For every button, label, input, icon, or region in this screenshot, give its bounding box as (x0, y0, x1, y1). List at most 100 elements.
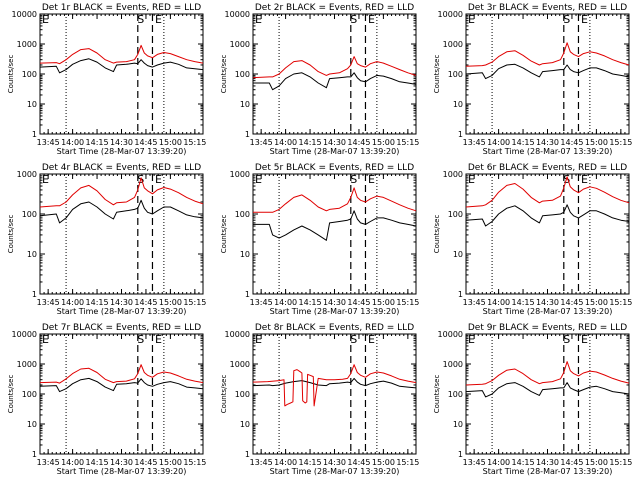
y-tick-label: 1 (32, 130, 37, 139)
y-tick-label: 1000 (443, 40, 463, 49)
y-tick-label: 100 (235, 390, 250, 399)
corner-marker: E (42, 333, 49, 346)
y-tick-label: 1 (32, 290, 37, 299)
panel-det-6: Det 6r BLACK = Events, RED = LLD 1 10 100 10… (433, 163, 632, 316)
x-axis-label: Start Time (28-Mar-07 13:39:20) (57, 307, 187, 316)
series-line-lld (253, 187, 417, 213)
series-line-events (465, 382, 630, 398)
y-tick-label: 1000 (17, 360, 37, 369)
x-tick-label: 14:15 (86, 298, 109, 307)
y-tick-label: 1000 (230, 40, 250, 49)
x-tick-label: 14:45 (560, 458, 583, 467)
x-tick-label: 15:15 (609, 458, 632, 467)
y-tick-label: 100 (22, 70, 37, 79)
y-tick-label: 1000 (443, 360, 463, 369)
x-tick-label: 14:45 (347, 298, 370, 307)
x-tick-label: 13:45 (37, 298, 60, 307)
y-tick-label: 100 (448, 210, 463, 219)
x-tick-label: 15:00 (159, 138, 182, 147)
x-axis-label: Start Time (28-Mar-07 13:39:20) (57, 147, 187, 156)
y-tick-label: 10000 (438, 330, 463, 339)
series-line-lld (252, 56, 417, 79)
y-tick-label: 1 (458, 450, 463, 459)
series-line-events (465, 63, 630, 80)
corner-marker: E (255, 13, 262, 26)
x-tick-label: 14:00 (274, 458, 297, 467)
x-tick-label: 14:15 (299, 458, 322, 467)
interval-label-e: E (155, 173, 162, 186)
panel-title: Det 2r BLACK = Events, RED = LLD (255, 3, 414, 13)
x-tick-label: 15:15 (183, 138, 206, 147)
panel-det-2: Det 2r BLACK = Events, RED = LLD 1 10 100 10… (220, 3, 419, 156)
x-axis-label: Start Time (28-Mar-07 13:39:20) (270, 467, 400, 476)
interval-label-s: S (350, 333, 357, 346)
x-tick-label: 14:00 (61, 138, 84, 147)
panel-det-4: Det 4r BLACK = Events, RED = LLD 1 10 100 10… (7, 163, 206, 316)
series-line-lld (39, 364, 204, 384)
y-axis-label: Counts/sec (220, 215, 228, 254)
x-tick-label: 14:30 (536, 138, 559, 147)
series-line-lld (252, 364, 417, 407)
interval-label-e: E (581, 13, 588, 26)
x-tick-label: 14:00 (61, 298, 84, 307)
x-tick-label: 14:00 (61, 458, 84, 467)
interval-label-e: E (581, 173, 588, 186)
panel-title: Det 1r BLACK = Events, RED = LLD (42, 3, 201, 13)
y-axis-label: Counts/sec (433, 375, 441, 414)
y-tick-label: 10 (27, 420, 37, 429)
x-axis-label: Start Time (28-Mar-07 13:39:20) (270, 147, 400, 156)
x-tick-label: 14:30 (323, 298, 346, 307)
x-tick-label: 15:00 (159, 298, 182, 307)
x-tick-label: 14:00 (487, 138, 510, 147)
corner-marker: E (468, 173, 475, 186)
x-tick-label: 14:30 (323, 458, 346, 467)
x-tick-label: 15:00 (585, 298, 608, 307)
x-tick-label: 14:15 (299, 138, 322, 147)
x-tick-label: 14:30 (110, 458, 133, 467)
x-tick-label: 15:00 (372, 298, 395, 307)
y-tick-label: 100 (448, 70, 463, 79)
series-line-events (465, 204, 630, 227)
y-tick-label: 10000 (12, 10, 37, 19)
x-tick-label: 14:45 (347, 458, 370, 467)
x-axis-label: Start Time (28-Mar-07 13:39:20) (483, 307, 613, 316)
panel-det-9: Det 9r BLACK = Events, RED = LLD 1 10 100 10… (433, 323, 632, 476)
interval-label-e: E (368, 173, 375, 186)
y-tick-label: 100 (235, 70, 250, 79)
y-tick-label: 1 (458, 290, 463, 299)
x-axis-label: Start Time (28-Mar-07 13:39:20) (57, 467, 187, 476)
x-axis-label: Start Time (28-Mar-07 13:39:20) (483, 147, 613, 156)
y-tick-label: 10 (453, 100, 463, 109)
y-tick-label: 100 (235, 210, 250, 219)
y-tick-label: 100 (448, 390, 463, 399)
x-tick-label: 15:00 (585, 138, 608, 147)
interval-label-s: S (350, 13, 357, 26)
series-line-events (39, 199, 204, 224)
x-tick-label: 13:45 (250, 298, 273, 307)
x-tick-label: 14:15 (512, 458, 535, 467)
corner-marker: E (255, 333, 262, 346)
panel-det-7: Det 7r BLACK = Events, RED = LLD 1 10 100 10… (7, 323, 206, 476)
series-line-events (252, 377, 417, 389)
x-tick-label: 15:15 (183, 458, 206, 467)
series-line-lld (39, 44, 204, 65)
corner-marker: E (468, 333, 475, 346)
interval-label-e: E (368, 13, 375, 26)
y-tick-label: 100 (22, 210, 37, 219)
x-tick-label: 15:00 (372, 138, 395, 147)
y-axis-label: Counts/sec (433, 55, 441, 94)
y-tick-label: 1000 (443, 170, 463, 179)
y-tick-label: 10 (240, 420, 250, 429)
y-tick-label: 10 (453, 250, 463, 259)
y-tick-label: 10000 (12, 330, 37, 339)
panel-det-8: Det 8r BLACK = Events, RED = LLD 1 10 100 10… (220, 323, 419, 476)
x-tick-label: 15:00 (159, 458, 182, 467)
x-axis-label: Start Time (28-Mar-07 13:39:20) (270, 307, 400, 316)
x-tick-label: 14:00 (274, 298, 297, 307)
x-tick-label: 14:45 (560, 298, 583, 307)
y-tick-label: 1 (245, 290, 250, 299)
y-tick-label: 1000 (230, 360, 250, 369)
x-tick-label: 15:15 (609, 298, 632, 307)
